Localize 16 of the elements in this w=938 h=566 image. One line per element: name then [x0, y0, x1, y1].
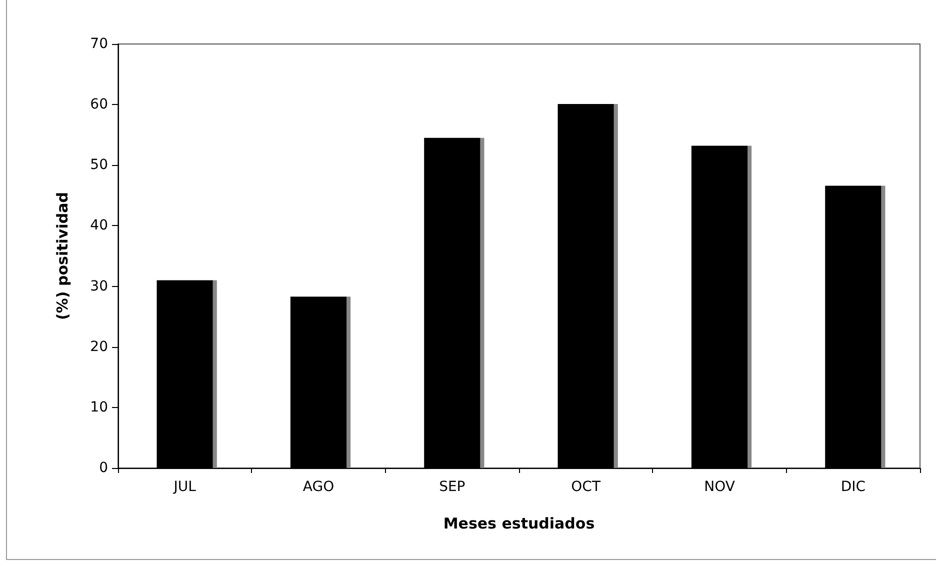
y-tick-label: 0 — [99, 460, 108, 476]
y-tick-label: 50 — [90, 157, 108, 174]
y-tick-label: 40 — [90, 218, 108, 234]
x-tick-label: DIC — [840, 479, 866, 495]
x-tick-label: SEP — [439, 479, 466, 495]
y-tick-label: 70 — [90, 36, 108, 52]
x-tick-label: OCT — [571, 479, 601, 495]
y-tick-label: 20 — [90, 338, 108, 355]
y-tick-label: 60 — [90, 96, 108, 113]
x-tick-label: NOV — [704, 479, 736, 495]
x-tick-label: AGO — [302, 479, 334, 495]
y-axis-title: (%) positividad — [54, 192, 72, 320]
y-tick-label: 10 — [90, 399, 108, 416]
x-axis-title: Meses estudiados — [443, 514, 595, 532]
x-tick-label: JUL — [172, 479, 196, 495]
y-tick-label: 30 — [90, 278, 108, 294]
